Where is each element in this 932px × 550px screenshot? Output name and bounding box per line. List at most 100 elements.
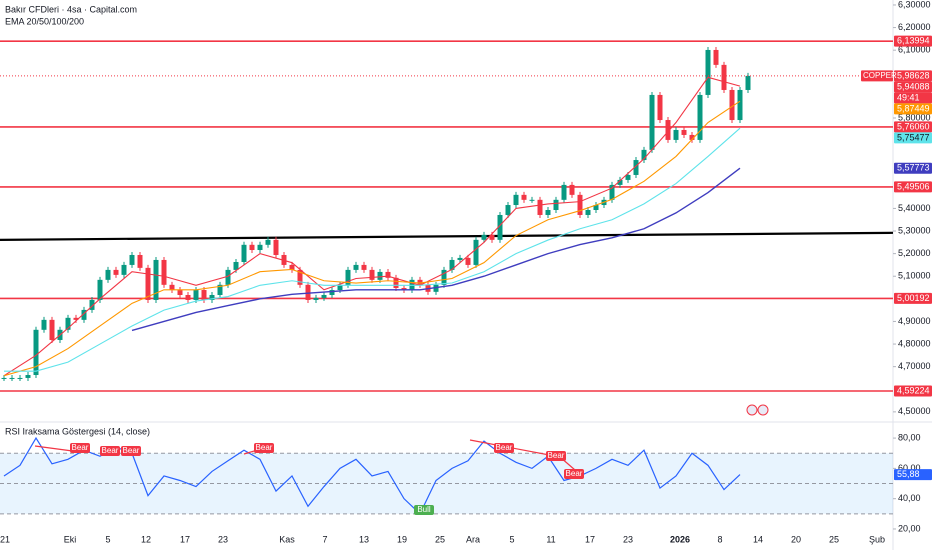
candle: [225, 269, 231, 285]
ema-label: 5,75477: [897, 132, 930, 142]
y-tick-label: 40,00: [898, 493, 921, 503]
candle: [297, 269, 303, 285]
candle: [49, 319, 55, 340]
candle: [1, 377, 7, 379]
candle: [473, 239, 479, 265]
candle: [433, 284, 439, 292]
candle: [385, 271, 391, 278]
candle: [633, 160, 639, 175]
event-flag[interactable]: [757, 404, 769, 416]
candle: [641, 149, 647, 161]
y-tick-label: 60,00: [898, 463, 921, 473]
ema-line: [131, 167, 741, 332]
candle: [65, 317, 71, 330]
x-tick-label: Ara: [466, 534, 480, 544]
candle: [361, 264, 367, 270]
candle: [17, 377, 23, 379]
candle: [417, 279, 423, 285]
signal-box: [414, 505, 434, 515]
candle: [337, 284, 343, 291]
x-tick-label: 21: [0, 534, 10, 544]
signal-label: Bear: [496, 443, 513, 452]
candle: [145, 267, 151, 300]
symbol-title: Bakır CFDleri · 4sa · Capital.com: [5, 4, 137, 14]
candle: [449, 259, 455, 270]
signal-label: Bear: [548, 451, 565, 460]
candle: [577, 194, 583, 215]
candle: [161, 259, 167, 285]
candle: [553, 199, 559, 210]
candle: [657, 94, 663, 121]
candle: [513, 194, 519, 206]
candle: [625, 174, 631, 180]
candle: [681, 129, 687, 135]
y-tick-label: 20,00: [898, 523, 921, 533]
candle: [441, 269, 447, 285]
x-tick-label: 5: [105, 534, 110, 544]
y-tick-label: 6,10000: [898, 45, 931, 55]
candle: [353, 264, 359, 270]
trendline: [0, 231, 894, 241]
candle: [497, 214, 503, 240]
candle: [25, 375, 31, 378]
candle: [457, 257, 463, 260]
x-tick-label: 2026: [670, 534, 690, 544]
candle: [41, 319, 47, 330]
x-tick-label: Şub: [869, 534, 885, 544]
level-label: 5,76060: [897, 121, 930, 131]
level-label: 5,49506: [897, 181, 930, 191]
y-tick-label: 5,40000: [898, 203, 931, 213]
candle: [705, 49, 711, 95]
candle: [721, 64, 727, 90]
x-tick-label: 25: [435, 534, 445, 544]
x-tick-label: 20: [791, 534, 801, 544]
rsi-title: RSI Iraksama Göstergesi (14, close): [5, 426, 150, 436]
y-tick-label: 6,30000: [898, 0, 931, 9]
event-flag[interactable]: [746, 404, 758, 416]
x-tick-label: 8: [717, 534, 722, 544]
candle: [593, 205, 599, 210]
y-tick-label: 6,20000: [898, 22, 931, 32]
rsi-value-label: 55,88: [897, 469, 920, 479]
candle: [313, 297, 319, 300]
candle: [89, 299, 95, 310]
candle: [273, 239, 279, 255]
x-tick-label: Eki: [64, 534, 77, 544]
candle: [345, 269, 351, 285]
signal-box: [70, 443, 90, 453]
candle: [745, 75, 751, 90]
signal-box: [100, 446, 120, 456]
candle: [737, 89, 743, 121]
candle: [561, 184, 567, 200]
candle: [241, 244, 247, 262]
candle: [585, 210, 591, 215]
signal-label: Bear: [566, 469, 583, 478]
indicator-title: EMA 20/50/100/200: [5, 16, 84, 26]
x-tick-label: 13: [359, 534, 369, 544]
x-tick-label: 5: [509, 534, 514, 544]
candle: [481, 234, 487, 240]
x-tick-label: 7: [322, 534, 327, 544]
candle: [153, 259, 159, 300]
candle: [169, 284, 175, 291]
candle: [209, 294, 215, 300]
candle: [265, 239, 271, 245]
rsi-value-box: [894, 469, 932, 481]
x-tick-label: 25: [829, 534, 839, 544]
candle: [73, 317, 79, 320]
level-label-box: [894, 121, 932, 133]
candle: [521, 194, 527, 200]
candle: [401, 287, 407, 291]
candle: [393, 277, 399, 288]
signal-label: Bear: [123, 446, 140, 455]
x-tick-label: 14: [753, 534, 763, 544]
candle: [537, 199, 543, 215]
candle: [113, 269, 119, 275]
ema-label: 5,94088: [897, 81, 930, 91]
signal-box: [121, 446, 141, 456]
signal-label: Bull: [417, 505, 431, 514]
y-tick-label: 4,90000: [898, 316, 931, 326]
candle: [569, 184, 575, 195]
x-tick-label: 12: [141, 534, 151, 544]
signal-box: [546, 451, 566, 461]
